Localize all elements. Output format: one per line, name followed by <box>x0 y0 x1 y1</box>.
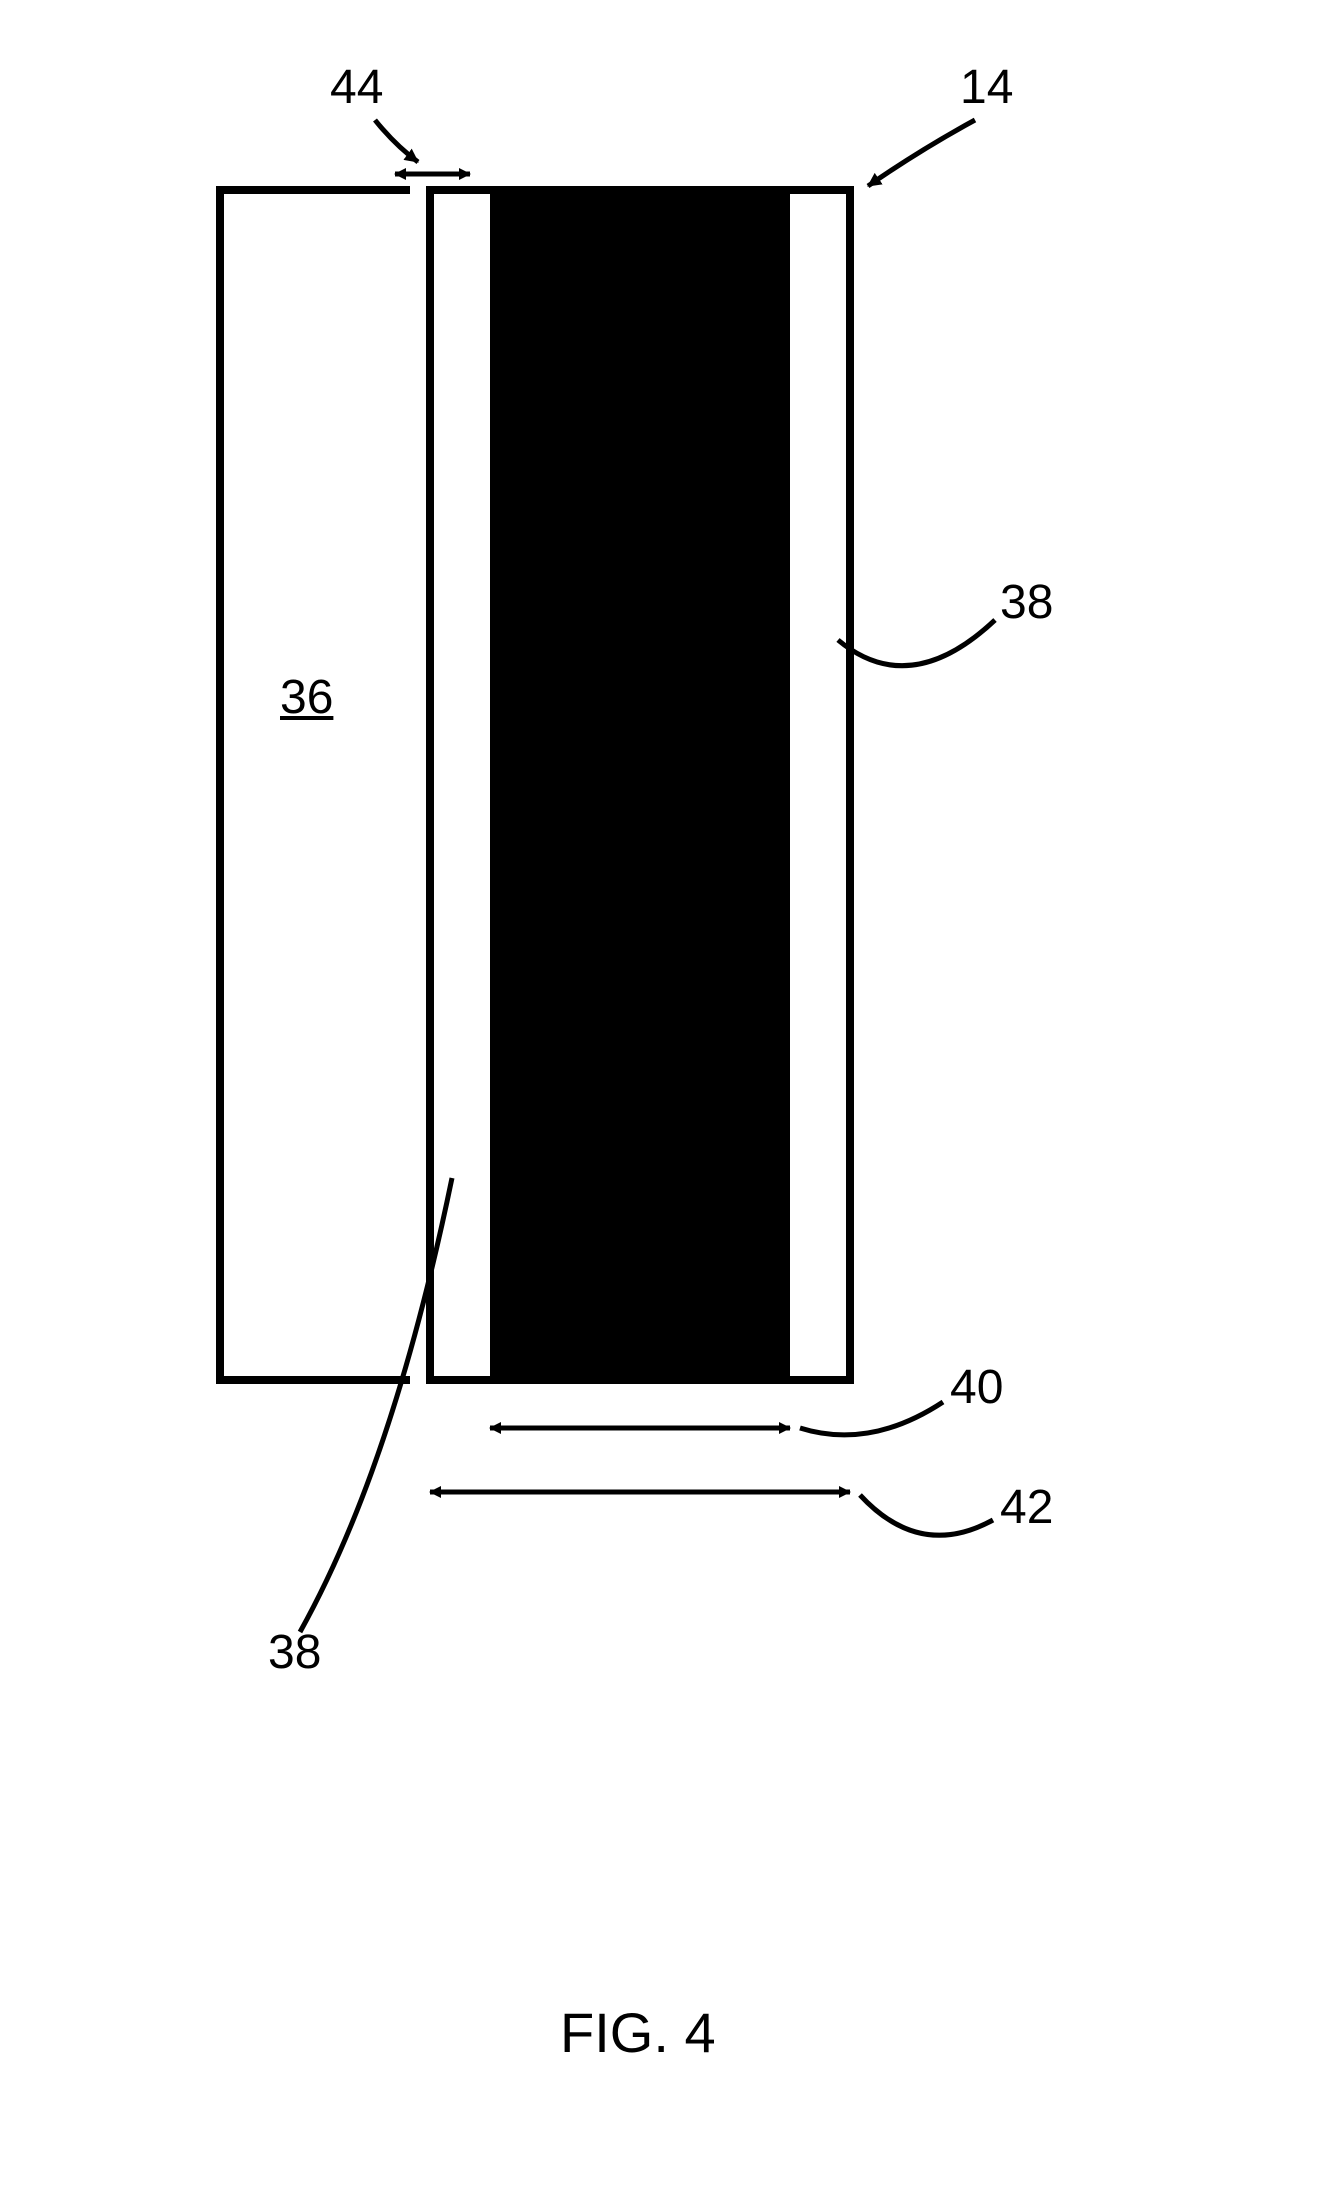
leader-42 <box>860 1495 993 1535</box>
label-40: 40 <box>950 1360 1003 1415</box>
leader-44 <box>375 120 418 162</box>
panel-14-core <box>490 190 790 1380</box>
label-44: 44 <box>330 60 383 115</box>
label-38-right: 38 <box>1000 575 1053 630</box>
leader-40 <box>800 1402 943 1435</box>
figure-page: 44 14 36 38 38 40 42 FIG. 4 <box>0 0 1341 2209</box>
label-36: 36 <box>280 670 333 725</box>
leader-38-right <box>838 620 995 666</box>
label-42: 42 <box>1000 1480 1053 1535</box>
region-36 <box>220 190 410 1380</box>
leader-14 <box>868 120 975 186</box>
figure-diagram <box>0 0 1341 2209</box>
label-38-left: 38 <box>268 1625 321 1680</box>
label-14: 14 <box>960 60 1013 115</box>
figure-caption: FIG. 4 <box>560 2000 716 2065</box>
